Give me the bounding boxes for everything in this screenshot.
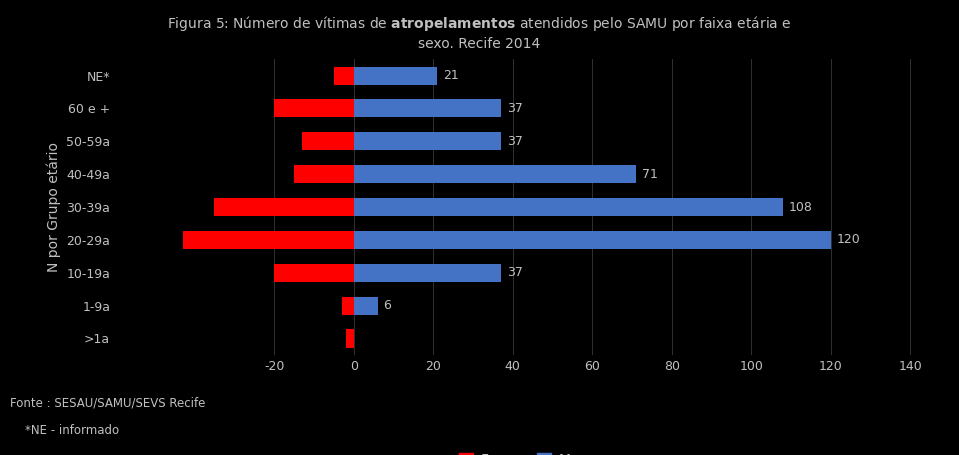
Text: Fonte : SESAU/SAMU/SEVS Recife: Fonte : SESAU/SAMU/SEVS Recife (10, 396, 205, 410)
Bar (354, 66, 437, 85)
Y-axis label: N por Grupo etário: N por Grupo etário (46, 142, 60, 272)
Text: 120: 120 (837, 233, 860, 247)
Bar (354, 297, 378, 315)
Text: 71: 71 (642, 167, 658, 181)
Bar (182, 231, 354, 249)
Bar (354, 264, 501, 282)
Bar (354, 165, 636, 183)
Bar (302, 132, 354, 150)
Text: 21: 21 (443, 69, 458, 82)
Bar (341, 297, 354, 315)
Bar (354, 99, 501, 117)
Bar (334, 66, 354, 85)
Bar (354, 231, 830, 249)
Bar (274, 99, 354, 117)
Bar (215, 198, 354, 216)
Text: Figura 5: Número de vítimas de $\mathbf{atropelamentos}$ atendidos pelo SAMU por: Figura 5: Número de vítimas de $\mathbf{… (167, 14, 792, 51)
Legend: Fem, Mas: Fem, Mas (454, 447, 592, 455)
Text: *NE - informado: *NE - informado (10, 424, 119, 437)
Text: 108: 108 (789, 201, 813, 213)
Text: 6: 6 (384, 299, 391, 312)
Text: 37: 37 (506, 266, 523, 279)
Bar (294, 165, 354, 183)
Text: 37: 37 (506, 135, 523, 148)
Text: 37: 37 (506, 102, 523, 115)
Bar (274, 264, 354, 282)
Bar (354, 132, 501, 150)
Bar (345, 329, 354, 348)
Bar (354, 198, 784, 216)
